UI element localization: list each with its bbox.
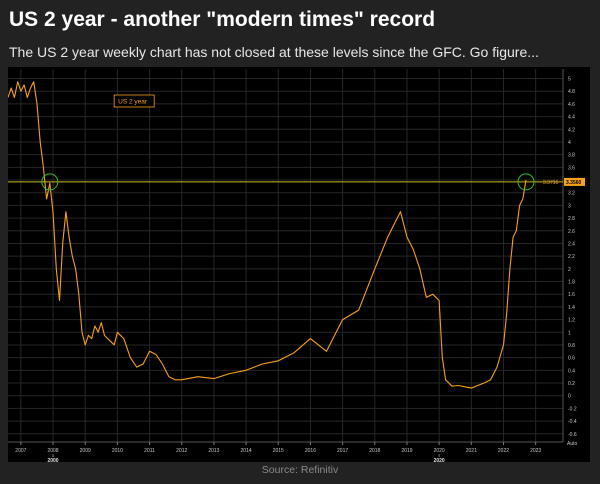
y-tick-label: 0.4	[568, 368, 575, 374]
y-tick-label: 1.4	[568, 305, 575, 311]
series-line-us-2-year	[7, 81, 527, 389]
x-tick-label: 2021	[466, 448, 477, 454]
y-unit-label: Auto	[567, 441, 578, 447]
y-tick-label: 3.8	[568, 153, 575, 159]
highlight-circle	[41, 173, 59, 191]
chart-grid	[8, 69, 563, 442]
x-axis: 2007 2008 2009 2010 2011 2012 2013 2014 2015 2016…	[8, 441, 563, 464]
source-credit: Source: Refinitiv	[261, 464, 339, 476]
y-tick-label: -0.4	[568, 419, 577, 425]
x-tick-label: 2019	[401, 448, 412, 454]
last-value-label: 3.3716	[543, 180, 559, 186]
y-tick-label: 2.2	[568, 254, 575, 260]
x-tick-label: 2011	[144, 448, 155, 454]
y-tick-label: 1	[568, 330, 571, 336]
x-tick-label: 2018	[369, 448, 380, 454]
chart-svg: -0.6 -0.4 -0.2 0 0.2 0.4 0.6 0.8 1 1.2 1.4 1.6 1.8 2 2…	[7, 69, 585, 464]
x-tick-label: 2012	[176, 448, 187, 454]
axis-value-label: 3.3560	[566, 180, 582, 186]
y-tick-label: 4.4	[568, 115, 575, 121]
y-tick-label: 3	[568, 203, 571, 209]
x-tick-label: 2022	[498, 448, 509, 454]
y-tick-label: 2.8	[568, 216, 575, 222]
x-tick-label: 2014	[241, 448, 252, 454]
legend-label: US 2 year	[118, 99, 148, 106]
y-tick-label: 4.8	[568, 89, 575, 95]
x-tick-label: 2016	[305, 448, 316, 454]
series-group	[7, 81, 527, 389]
page-title: US 2 year - another "modern times" recor…	[9, 8, 436, 31]
axis-value-badge	[564, 177, 585, 186]
y-tick-label: 0.6	[568, 356, 575, 362]
y-tick-label: 4.2	[568, 127, 575, 133]
y-tick-label: -0.2	[568, 406, 577, 412]
y-tick-label: 0	[568, 394, 571, 400]
y-tick-label: 5	[568, 77, 571, 83]
y-tick-label: -0.6	[568, 432, 577, 438]
y-tick-label: 4	[568, 140, 571, 146]
x-tick-label: 2013	[208, 448, 219, 454]
decade-label: 2020	[434, 458, 445, 462]
y-tick-label: 1.6	[568, 292, 575, 298]
y-tick-label: 1.2	[568, 318, 575, 324]
y-tick-label: 0.2	[568, 381, 575, 387]
y-tick-label: 3.2	[568, 191, 575, 197]
x-tick-label: 2017	[337, 448, 348, 454]
y-tick-label: 2	[568, 267, 571, 273]
chart-overlays: 3.3716 3.3560 US 2 year	[8, 94, 585, 191]
page-subtitle: The US 2 year weekly chart has not close…	[9, 44, 539, 60]
x-tick-label: 2010	[112, 448, 123, 454]
y-tick-label: 1.8	[568, 280, 575, 286]
x-tick-label: 2007	[15, 448, 26, 454]
x-tick-label: 2023	[530, 448, 541, 454]
y-tick-label: 4.6	[568, 102, 575, 108]
x-tick-label: 2008	[47, 448, 58, 454]
y-tick-label: 0.8	[568, 343, 575, 349]
y-tick-label: 2.4	[568, 241, 575, 247]
legend-box	[113, 94, 155, 108]
x-tick-label: 2015	[273, 448, 284, 454]
y-axis: -0.6 -0.4 -0.2 0 0.2 0.4 0.6 0.8 1 1.2 1.4 1.6 1.8 2 2…	[562, 69, 578, 447]
x-tick-label: 2020	[434, 448, 445, 454]
decade-label: 2000	[47, 458, 58, 462]
highlight-circle	[517, 173, 535, 191]
x-tick-label: 2009	[80, 448, 91, 454]
y-tick-label: 2.6	[568, 229, 575, 235]
chart-frame: -0.6 -0.4 -0.2 0 0.2 0.4 0.6 0.8 1 1.2 1.4 1.6 1.8 2 2…	[7, 67, 590, 464]
y-tick-label: 3.6	[568, 165, 575, 171]
